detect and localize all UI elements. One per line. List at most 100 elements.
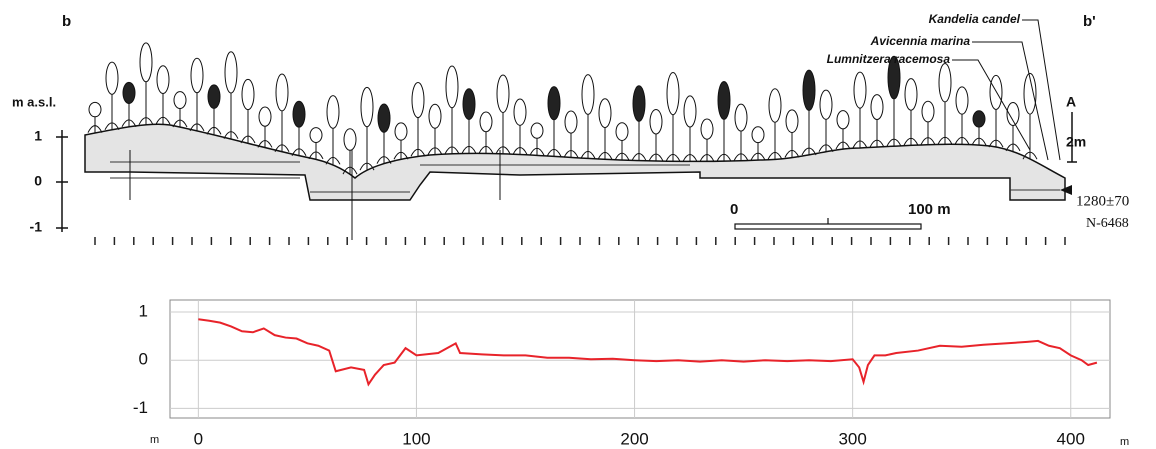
height-scale-top: A [1066,94,1076,110]
tree-roots [172,119,188,128]
tree-crown [955,86,969,115]
tree-roots [240,135,256,144]
x-unit-label: m [1120,436,1129,448]
tree-roots [1005,143,1021,152]
tree-crown [309,127,323,143]
scale-bar [734,223,922,230]
tree-crown [972,110,986,128]
tree-roots [631,153,647,161]
tree-roots [971,137,987,146]
tree-roots [903,137,919,146]
tree-roots [206,126,222,135]
tree-roots [801,147,817,156]
x-tick-label: 400 [1057,429,1085,448]
x-tick-label: 200 [620,429,648,448]
dating-age: 1280±70 [1076,193,1129,209]
tree-roots [954,136,970,145]
scale-bar-end: 100 m [908,201,951,218]
tree-crown [989,74,1003,110]
tree-roots [563,149,579,158]
y-tick-label: 0 [34,173,42,189]
tree-crown [870,94,884,121]
y-tick-label: 1 [34,128,42,144]
tree-crown [258,106,272,127]
x-tick-label: 100 [402,429,430,448]
tree-crown [666,71,680,116]
tree-roots [512,147,528,155]
tree-crown [445,65,459,109]
tree-roots [937,136,953,145]
tree-crown [462,88,476,120]
x-tick-label: 300 [838,429,866,448]
tree-roots [920,137,936,145]
tree-crown [564,110,578,134]
tree-roots [818,144,834,152]
tree-roots [121,119,137,128]
tree-roots [869,139,885,148]
tree-crown [173,91,187,109]
tree-crown [768,88,782,123]
tree-crown [411,82,425,119]
tree-roots [478,145,494,154]
y-tick-label: 1 [139,302,148,321]
data-line [198,318,1098,387]
tree-crown [496,74,510,113]
leader-lines [952,19,1061,161]
tree-roots [835,141,851,150]
trees [87,42,1038,175]
tree-roots [393,151,409,160]
tree-roots [189,123,205,132]
tree-crown [360,86,374,128]
tree-crown [343,128,357,151]
y-tick-label: -1 [133,398,148,417]
tree-crown [581,74,595,115]
scale-bar-start: 0 [730,201,738,218]
tree-roots [308,151,324,160]
tree-roots [495,146,511,155]
line-chart: m m -1 0 1 0 100 200 300 400 [133,299,1129,448]
y-axis-label: m a.s.l. [12,94,56,109]
tree-crown [1006,101,1020,127]
tree-crown [479,111,493,133]
tree-crown [751,126,765,144]
tree-crown [887,55,901,100]
tree-crown [649,108,663,135]
tree-crown [377,103,391,133]
tree-roots [87,125,103,133]
tree-crown [785,109,799,133]
tree-crown [326,95,340,129]
tree-roots [580,150,596,159]
tree-crown [530,122,544,139]
panel-label: b' [1083,13,1096,30]
dating-marker [1060,185,1072,195]
tree-roots [852,140,868,149]
tree-roots [988,139,1004,148]
tree-roots [767,151,783,160]
tree-crown [683,95,697,128]
tree-crown [700,118,714,140]
tree-roots [138,117,154,125]
species-label: Lumnitzera racemosa [827,52,951,66]
species-label: Kandelia candel [929,12,1021,26]
y-tick-label: -1 [30,219,43,235]
tree-roots [461,145,477,154]
tree-crown [615,122,629,141]
tree-roots [444,146,460,155]
tree-roots [342,166,358,175]
tree-crown [156,65,170,95]
tree-crown [428,103,442,129]
tree-roots [359,162,375,171]
tree-roots [1022,151,1038,160]
tree-roots [274,144,290,152]
tree-roots [614,152,630,161]
tree-roots [427,147,443,155]
tree-roots [648,153,664,162]
tree-crown [904,78,918,111]
tree-roots [716,153,732,162]
tree-crown [88,101,102,118]
tree-crown [241,78,255,111]
tree-roots [223,131,239,139]
roots [129,150,501,240]
tree-roots [376,156,392,164]
